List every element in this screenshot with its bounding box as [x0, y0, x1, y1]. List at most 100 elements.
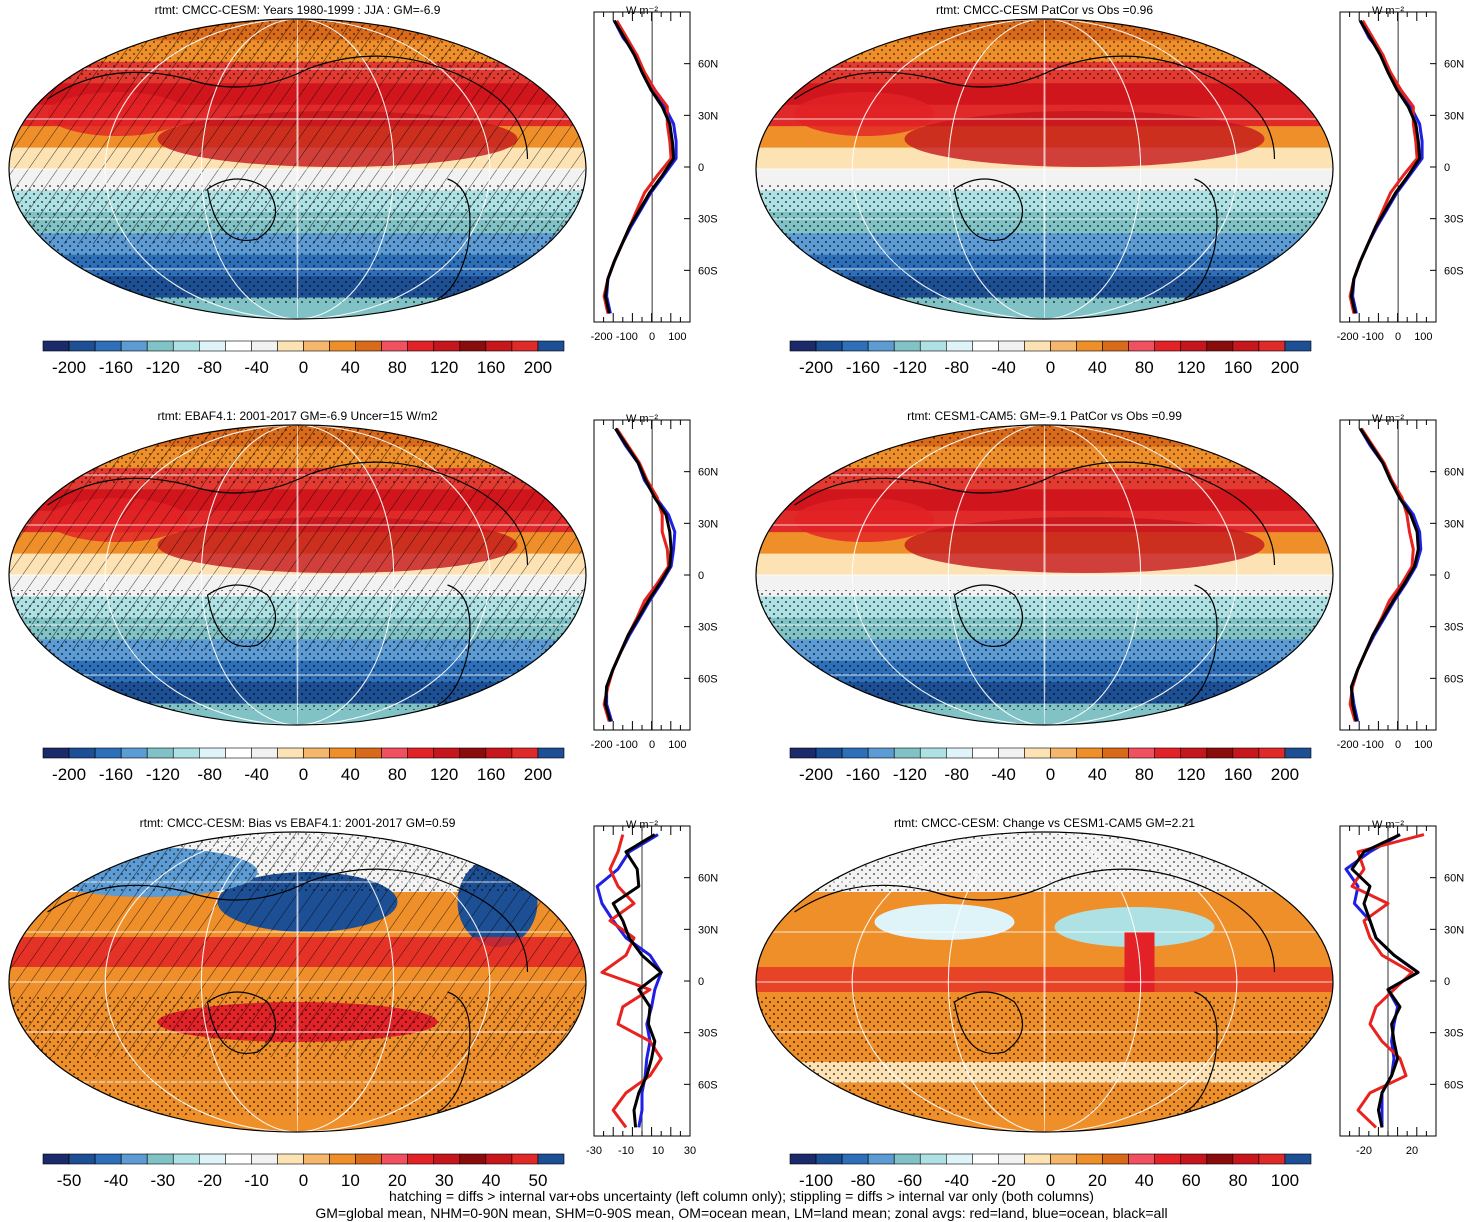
colorbar-tick-label: -10 [244, 1171, 269, 1190]
colorbar-swatch [893, 747, 921, 759]
colorbar-swatch [972, 340, 999, 352]
colorbar-swatch [945, 747, 973, 759]
colorbar-swatch [277, 340, 304, 352]
colorbar-swatch [329, 747, 356, 759]
colorbar-tick-label: -160 [846, 358, 880, 377]
colorbar-swatch [1024, 747, 1051, 759]
colorbar-swatch [42, 1153, 70, 1165]
colorbar-swatch [998, 747, 1025, 759]
colorbar-tick-label: 0 [299, 358, 308, 377]
colorbar-swatch [867, 747, 895, 759]
zonal-x-tick-label: 0 [1395, 739, 1401, 751]
colorbar-tick-label: -20 [197, 1171, 222, 1190]
zonal-lat-tick-label: 60N [698, 873, 718, 885]
colorbar-swatch [68, 1153, 96, 1165]
colorbar-swatch [485, 747, 513, 759]
colorbar-tick-label: -160 [846, 765, 880, 784]
zonal-units-label: W m⁻² [1372, 413, 1404, 425]
colorbar-swatch [789, 340, 817, 352]
colorbar-swatch [199, 340, 226, 352]
colorbar-swatch [1076, 340, 1103, 352]
colorbar-swatch [251, 1153, 278, 1165]
zonal-lat-tick-label: 30N [698, 924, 718, 936]
footer-note-means: GM=global mean, NHM=0-90N mean, SHM=0-90… [315, 1205, 1168, 1221]
colorbar-tick-label: -80 [944, 765, 969, 784]
colorbar-swatch [815, 747, 843, 759]
colorbar-swatch [1232, 747, 1260, 759]
colorbar-tick-label: 40 [341, 358, 360, 377]
colorbar-swatch [120, 747, 148, 759]
colorbar-swatch [42, 340, 70, 352]
colorbar-tick-label: -40 [944, 1171, 969, 1190]
colorbar-tick-label: -120 [146, 358, 180, 377]
zonal-lat-tick-label: 30N [698, 110, 718, 122]
colorbar-swatch [94, 340, 122, 352]
panel-title-2: rtmt: CMCC-CESM PatCor vs Obs =0.96 [936, 3, 1153, 17]
colorbar-swatch [94, 1153, 122, 1165]
colorbar-swatch [945, 1153, 973, 1165]
colorbar-swatch [998, 340, 1025, 352]
colorbar-swatch [485, 1153, 513, 1165]
zonal-x-tick-label: 100 [1414, 331, 1432, 343]
colorbar-tick-label: 80 [1135, 358, 1154, 377]
zonal-x-tick-label: -200 [591, 739, 613, 751]
zonal-lat-tick-label: 30S [698, 622, 718, 634]
zonal-lat-tick-label: 30N [1444, 924, 1464, 936]
colorbar-swatch [1206, 747, 1234, 759]
colorbar-tick-label: 0 [299, 1171, 308, 1190]
map-panel-6: rtmt: CMCC-CESM: Change vs CESM1-CAM5 GM… [755, 816, 1334, 1133]
colorbar-tick-label: 0 [1046, 765, 1055, 784]
colorbar-swatch [1232, 1153, 1260, 1165]
colorbar-tick-label: 40 [1088, 358, 1107, 377]
colorbar-tick-label: 120 [1177, 358, 1205, 377]
colorbar-tick-label: -120 [146, 765, 180, 784]
colorbar-tick-label: -100 [799, 1171, 833, 1190]
zonal-x-tick-label: 20 [1406, 1145, 1418, 1157]
zonal-x-tick-label: -100 [1362, 331, 1384, 343]
zonal-plot-1: W m⁻² -200 -100 0 100 60N 30N 0 30S 60S [591, 5, 719, 343]
zonal-lat-tick-label: 60N [698, 467, 718, 479]
colorbar-swatch [199, 1153, 226, 1165]
colorbar-swatch [172, 340, 200, 352]
zonal-x-tick-label: -10 [618, 1145, 634, 1157]
zonal-lat-tick-label: 60S [1444, 673, 1464, 685]
colorbar-swatch [433, 340, 461, 352]
colorbar-swatch [1128, 747, 1156, 759]
zonal-lat-tick-label: 60S [1444, 1079, 1464, 1091]
map-field-6 [756, 832, 1333, 1132]
colorbar-swatch [1154, 340, 1182, 352]
colorbar-tick-label: -40 [244, 765, 269, 784]
colorbar-tick-label: 20 [388, 1171, 407, 1190]
colorbar-tick-label: -80 [197, 358, 222, 377]
colorbar-swatch [998, 1153, 1025, 1165]
zonal-series-all [603, 19, 676, 314]
zonal-x-tick-label: -100 [616, 739, 638, 751]
zonal-lat-tick-label: 30S [1444, 1028, 1464, 1040]
colorbar-tick-label: -80 [944, 358, 969, 377]
colorbar-swatch [146, 747, 174, 759]
colorbar-swatch [1128, 340, 1156, 352]
zonal-lat-tick-label: 0 [698, 570, 704, 582]
colorbar-tick-label: 40 [1135, 1171, 1154, 1190]
zonal-x-tick-label: 100 [668, 739, 686, 751]
colorbar-swatch [919, 1153, 947, 1165]
colorbar-tick-label: -20 [991, 1171, 1016, 1190]
colorbar-tick-label: 200 [1271, 765, 1299, 784]
panel-title-5: rtmt: CMCC-CESM: Bias vs EBAF4.1: 2001-2… [140, 816, 456, 830]
colorbar-swatch [120, 340, 148, 352]
zonal-units-label: W m⁻² [626, 819, 658, 831]
colorbar-swatch [841, 1153, 869, 1165]
colorbar-tick-label: -80 [851, 1171, 876, 1190]
colorbar-1: -200 -160 -120 -80 -40 0 40 80 120 160 200 [42, 340, 565, 377]
zonal-plot-6: W m⁻² -20 20 60N 30N 0 30S 60S [1339, 819, 1464, 1157]
colorbar-tick-label: 160 [477, 358, 505, 377]
zonal-lat-tick-label: 0 [698, 976, 704, 988]
colorbar-swatch [355, 340, 382, 352]
colorbar-swatch [867, 340, 895, 352]
colorbar-swatch [1024, 1153, 1051, 1165]
colorbar-swatch [381, 1153, 408, 1165]
zonal-lat-tick-label: 60S [698, 1079, 718, 1091]
zonal-x-tick-label: -200 [591, 331, 613, 343]
zonal-lat-tick-label: 30N [1444, 518, 1464, 530]
